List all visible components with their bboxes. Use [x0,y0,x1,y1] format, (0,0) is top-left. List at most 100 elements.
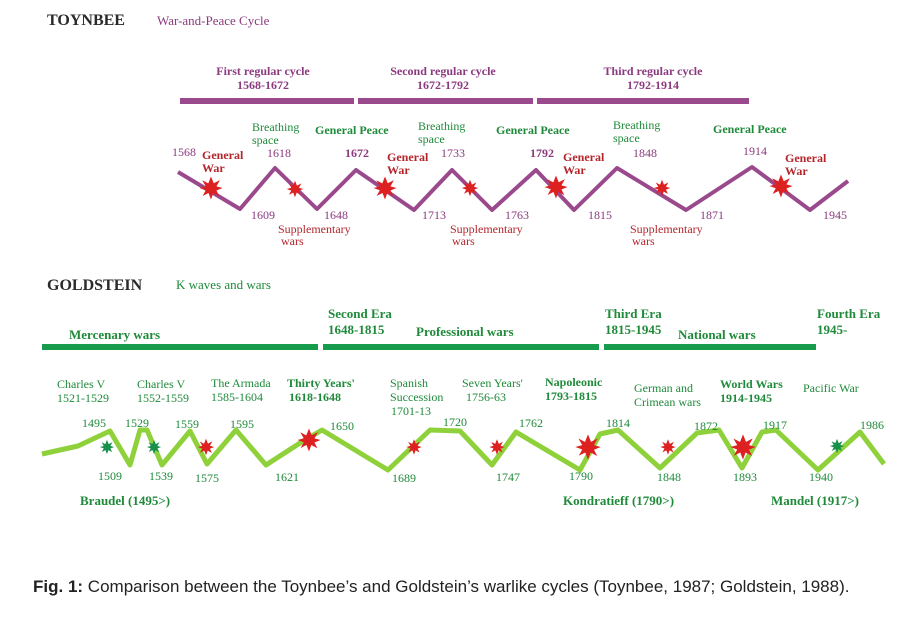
toynbee-general-war-labels: General War General War General War General… [202,148,827,178]
year-label: 1871 [700,208,724,222]
figure-caption: Fig. 1: Comparison between the Toynbee’s… [33,572,873,601]
general-war-label: General War [387,150,429,177]
year-label: 1609 [251,208,275,222]
goldstein-authors: Braudel (1495>) Kondratieff (1790>) Mand… [80,493,859,508]
war-cycles-diagram: TOYNBEE War-and-Peace Cycle First regula… [41,12,886,508]
year-label: 1648 [324,208,348,222]
caption-label: Fig. 1: [33,577,84,596]
goldstein-years-top: 1495 1529 1559 1595 1650 1720 1762 1814 … [82,415,884,433]
war-range: 1618-1648 [289,390,341,404]
cycle-1-name: First regular cycle [216,64,310,78]
year-label: 1893 [733,470,757,484]
caption-text: Comparison between the Toynbee’s and Gol… [87,577,850,596]
general-peace-label: General Peace [713,122,787,136]
war-range: 1914-1945 [720,391,772,405]
general-war-label: General War [785,151,827,178]
year-label: 1575 [195,471,219,485]
general-war-label: General War [202,148,244,175]
war-name: Seven Years' [462,376,523,390]
war-range: 1793-1815 [545,389,597,403]
cycle-2-bar [358,98,533,104]
war-marker [99,439,115,455]
era-4-name: Fourth Era [817,306,881,321]
toynbee-subtitle: War-and-Peace Cycle [157,13,270,28]
year-label: 1720 [443,415,467,429]
war-name: Charles V [137,377,185,391]
era-3-type: National wars [678,327,756,342]
year-label: 1914 [743,144,767,158]
cycle-2-name: Second regular cycle [390,64,496,78]
era-2-name: Second Era [328,306,392,321]
year-label: 1689 [392,471,416,485]
toynbee-supplementary-labels: Supplementary wars Supplementary wars Supp… [278,222,703,248]
year-label: 1917 [763,418,787,432]
era-3-bar [604,344,816,350]
war-name: The Armada [211,376,271,390]
era-2-type: Professional wars [416,324,514,339]
year-label: 1529 [125,416,149,430]
toynbee-war-markers [199,174,793,200]
year-label: 1814 [606,416,630,430]
war-range: 1756-63 [466,390,506,404]
era-1-bar [42,344,318,350]
toynbee-wave-line [176,165,850,212]
year-label: 1618 [267,146,291,160]
year-label: 1539 [149,469,173,483]
general-peace-label: General Peace [496,123,570,137]
year-label: 1509 [98,469,122,483]
cycle-1-range: 1568-1672 [237,78,289,92]
breathing-space-label: Breathing space [418,119,465,146]
year-label: 1672 [345,146,369,160]
goldstein-subtitle: K waves and wars [176,277,271,292]
year-label: 1713 [422,208,446,222]
year-label: 1747 [496,470,520,484]
breathing-space-label: Breathing space [613,118,660,145]
year-label: 1815 [588,208,612,222]
goldstein-war-labels: Charles V 1521-1529 Charles V 1552-1559 … [57,375,859,418]
supplementary-wars-label: Supplementary wars [630,222,703,248]
year-label: 1763 [505,208,529,222]
war-name: World Wars [720,377,783,391]
year-label: 1792 [530,146,554,160]
year-label: 1650 [330,419,354,433]
era-3-name: Third Era [605,306,662,321]
cycle-2-range: 1672-1792 [417,78,469,92]
toynbee-cycle-bars [180,98,749,104]
year-label: 1872 [694,419,718,433]
year-label: 1790 [569,469,593,483]
toynbee-cycles: First regular cycle 1568-1672 Second reg… [216,64,703,92]
toynbee-breathing-space-labels: Breathing space Breathing space Breathing s… [252,118,660,147]
toynbee-years: 1568 1609 1618 1648 1672 1713 1733 1763 … [172,144,847,222]
supplementary-wars-label: Supplementary wars [278,222,351,248]
era-2-range: 1648-1815 [328,322,385,337]
cycle-1-bar [180,98,354,104]
year-label: 1621 [275,470,299,484]
year-label: 1733 [441,146,465,160]
general-war-label: General War [563,150,605,177]
goldstein-title: GOLDSTEIN [47,277,143,294]
author-label: Kondratieff (1790>) [563,493,674,508]
war-name: Charles V [57,377,105,391]
war-range: 1552-1559 [137,391,189,405]
year-label: 1762 [519,416,543,430]
year-label: 1940 [809,470,833,484]
author-label: Braudel (1495>) [80,493,170,508]
year-label: 1595 [230,417,254,431]
war-range: 1585-1604 [211,390,263,404]
year-label: 1945 [823,208,847,222]
war-name: Pacific War [803,381,859,395]
era-3-range: 1815-1945 [605,322,662,337]
war-name: Spanish Succession [390,376,443,404]
goldstein-eras: Mercenary wars Second Era 1648-1815 Prof… [69,306,881,342]
war-name: Thirty Years' [287,376,355,390]
war-range: 1701-13 [391,404,431,418]
general-peace-label: General Peace [315,123,389,137]
year-label: 1559 [175,417,199,431]
supplementary-wars-label: Supplementary wars [450,222,523,248]
breathing-space-label: Breathing space [252,120,299,147]
war-range: 1521-1529 [57,391,109,405]
cycle-3-range: 1792-1914 [627,78,679,92]
era-2-bar [323,344,599,350]
goldstein-wave-line [41,427,886,473]
